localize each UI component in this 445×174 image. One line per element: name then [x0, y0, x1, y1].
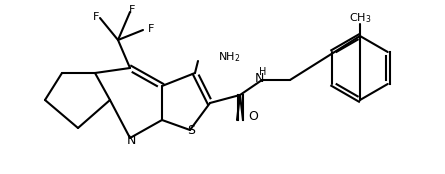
Text: F: F: [93, 12, 99, 22]
Text: F: F: [148, 24, 154, 34]
Text: N: N: [126, 135, 136, 148]
Text: H: H: [259, 67, 267, 77]
Text: O: O: [248, 110, 258, 124]
Text: S: S: [187, 125, 195, 137]
Text: F: F: [129, 5, 135, 15]
Text: CH$_3$: CH$_3$: [349, 11, 371, 25]
Text: NH$_2$: NH$_2$: [218, 50, 241, 64]
Text: N: N: [254, 73, 264, 85]
